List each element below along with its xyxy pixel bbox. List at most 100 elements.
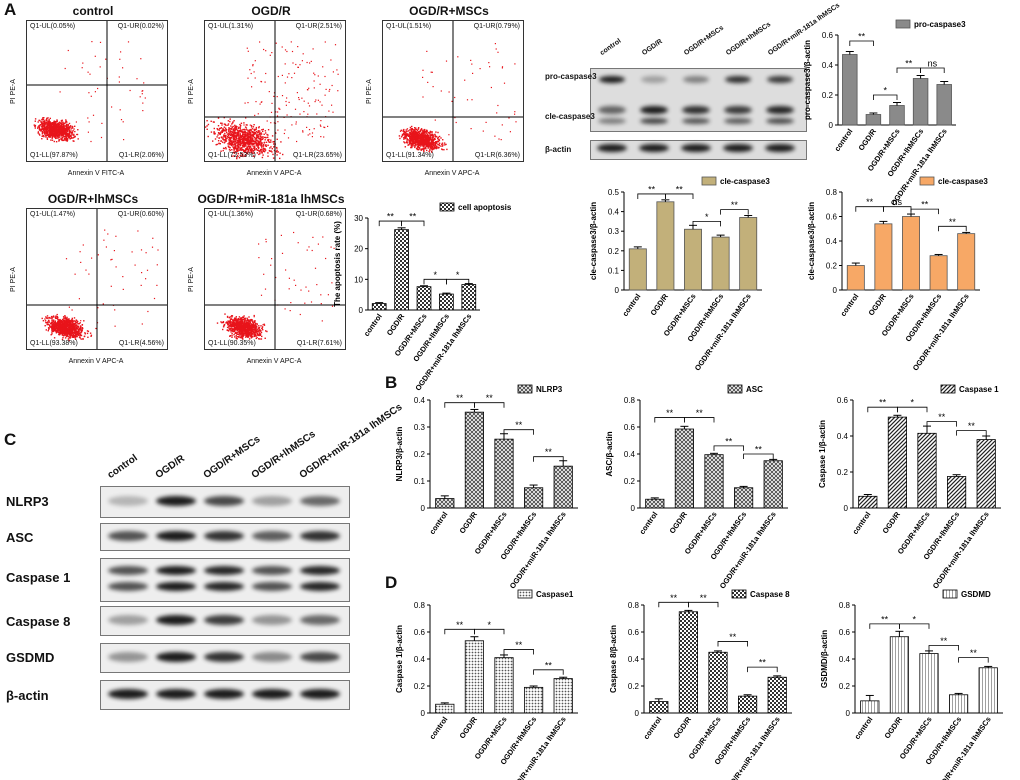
significance-label: **	[648, 184, 656, 194]
y-tick-label: 0.6	[414, 628, 426, 637]
bar	[767, 676, 787, 714]
significance-label: **	[858, 32, 866, 42]
y-axis-label: GSDMD/β-actin	[820, 630, 829, 688]
blot-band	[300, 496, 340, 506]
flow-xlabel: Annexin V APC-A	[424, 170, 480, 177]
blot-band	[108, 652, 148, 662]
blot-band	[724, 106, 752, 114]
y-tick-label: 0	[844, 504, 849, 513]
western-blot-caspase3: pro-caspase3 cle-caspase3 β-actin contro…	[545, 2, 841, 170]
blot-band	[300, 531, 340, 541]
y-tick-label: 20	[354, 245, 363, 254]
significance-label: **	[486, 393, 494, 403]
y-axis-label: The apoptosis rate (%)	[333, 221, 342, 307]
significance-bracket	[956, 430, 987, 436]
blot-band	[723, 144, 753, 152]
significance-label: ns	[928, 59, 938, 69]
quadrant-ur: Q1-UR(0.60%)	[117, 211, 164, 218]
significance-bracket	[474, 628, 505, 635]
y-tick-label: 0.8	[414, 601, 426, 610]
blot-band	[156, 531, 196, 541]
y-tick-label: 0.6	[822, 31, 834, 40]
bar	[553, 678, 573, 714]
quadrant-ul: Q1-UL(1.36%)	[208, 211, 254, 218]
significance-bracket	[533, 669, 564, 675]
quadrant-ur: Q1-UR(0.02%)	[117, 23, 164, 30]
y-axis-label: Caspase 1/β-actin	[818, 420, 827, 488]
flow-xlabel: Annexin V APC-A	[246, 170, 302, 177]
significance-label: **	[879, 398, 887, 408]
quadrant-ul: Q1-UL(1.51%)	[386, 23, 432, 30]
y-tick-label: 0	[615, 286, 620, 295]
significance-label: ns	[892, 197, 902, 207]
blot-band	[156, 689, 196, 699]
blot-band	[598, 106, 626, 114]
y-tick-label: 0	[359, 306, 364, 315]
blot-strip	[100, 558, 350, 602]
blot-label-caspase1: Caspase 1	[6, 570, 71, 585]
blot-band	[204, 652, 244, 662]
x-tick-label: OGD/R	[881, 510, 903, 536]
y-axis-label: ASC/β-actin	[605, 431, 614, 476]
x-tick-label: OGD/R	[458, 510, 480, 536]
significance-bracket	[883, 206, 912, 212]
chart-apoptosis: 0 10 20 30 The apoptosis rate (%) control OGD/…	[333, 202, 512, 392]
flow-plot-area: Q1-UL(1.36%) Q1-UR(0.68%) Q1-LL(90.35%) Q1-…	[204, 208, 346, 350]
bar	[889, 105, 905, 126]
quadrant-ll: Q1-LL(91.34%)	[386, 152, 434, 159]
blot-label-pro-caspase3: pro-caspase3	[545, 72, 597, 81]
blot-band	[252, 496, 292, 506]
quadrant-lr: Q1-LR(2.06%)	[118, 152, 164, 159]
x-tick-label: OGD/R+miR-181a lhMSCs	[911, 292, 971, 372]
blot-band	[252, 689, 292, 699]
y-axis-label: cle-caspase3/β-actin	[807, 202, 816, 280]
bar	[889, 636, 909, 714]
x-tick-label: control	[641, 715, 663, 741]
significance-bracket	[896, 67, 921, 73]
x-tick-label: OGD/R+miR-181a lhMSCs	[718, 510, 778, 590]
chart-asc: 0 0.2 0.4 0.6 0.8 ASC/β-actin control OGD/R OGD/…	[605, 384, 788, 590]
quadrant-ur: Q1-UR(0.68%)	[295, 211, 342, 218]
blot-band	[682, 106, 710, 114]
panel-letter-c: C	[4, 430, 17, 449]
bar	[957, 233, 976, 291]
legend-swatch	[701, 176, 717, 186]
quadrant-ul: Q1-UL(0.05%)	[30, 23, 76, 30]
quadrant-lr: Q1-LR(4.56%)	[118, 340, 164, 347]
significance-bracket	[855, 206, 884, 212]
blot-band	[640, 106, 668, 114]
x-tick-label: OGD/R	[867, 292, 889, 318]
quadrant-ll: Q1-LL(90.35%)	[208, 340, 256, 347]
significance-bracket	[503, 429, 534, 435]
significance-bracket	[658, 601, 689, 608]
blot-band	[683, 76, 709, 83]
y-tick-label: 0.2	[414, 450, 426, 459]
significance-label: **	[905, 59, 913, 69]
x-tick-label: control	[637, 510, 659, 536]
y-tick-label: 0.2	[608, 247, 620, 256]
chart-cle-caspase3-a: 0 0.1 0.2 0.3 0.4 0.5 cle-caspase3/β-actin cont…	[589, 176, 770, 372]
significance-label: **	[456, 620, 464, 630]
y-tick-label: 0.8	[628, 601, 640, 610]
significance-label: **	[545, 660, 553, 670]
y-tick-label: 0.4	[826, 237, 838, 246]
flow-plot-area: Q1-UL(1.51%) Q1-UR(0.79%) Q1-LL(91.34%) Q1-…	[382, 20, 524, 162]
significance-bracket	[692, 221, 721, 227]
significance-label: *	[705, 212, 709, 222]
blot-band	[108, 531, 148, 541]
y-tick-label: 0.4	[822, 61, 834, 70]
y-tick-label: 0.2	[839, 682, 851, 691]
flow-plot-3: OGD/R+lhMSCs Q1-UL(1.47%) Q1-UR(0.60%) Q1-L…	[8, 192, 178, 376]
bar	[439, 293, 454, 311]
flow-plot-4: OGD/R+miR-181a lhMSCs Q1-UL(1.36%) Q1-UR(0…	[186, 192, 356, 376]
flow-scatter	[205, 21, 345, 161]
y-tick-label: 0.6	[628, 628, 640, 637]
flow-plot-area: Q1-UL(1.31%) Q1-UR(2.51%) Q1-LL(72.53%) Q1-…	[204, 20, 346, 162]
y-tick-label: 0	[829, 121, 834, 130]
x-tick-label: OGD/R	[668, 510, 690, 536]
flow-scatter	[383, 21, 523, 161]
y-tick-label: 0.6	[839, 628, 851, 637]
blot-band	[252, 531, 292, 541]
blot-band	[598, 118, 626, 124]
significance-bracket	[446, 278, 470, 285]
